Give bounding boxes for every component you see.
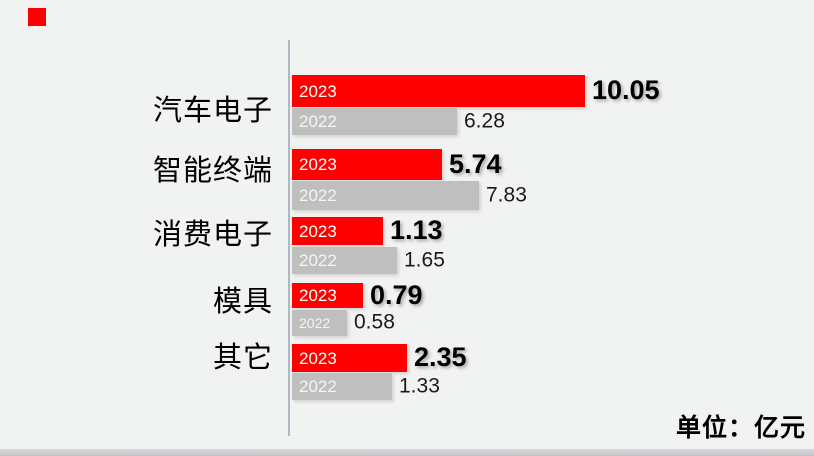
value-label: 6.28 xyxy=(464,109,505,133)
year-label: 2022 xyxy=(299,251,337,270)
value-label: 2.35 xyxy=(414,341,467,372)
bar-2022: 2022 xyxy=(292,373,392,400)
category-label: 消费电子 xyxy=(152,219,273,251)
value-label: 1.65 xyxy=(404,248,445,272)
category-label: 汽车电子 xyxy=(152,95,273,127)
axis-baseline xyxy=(288,40,290,436)
category-label: 智能终端 xyxy=(152,155,273,187)
year-label: 2022 xyxy=(299,186,337,205)
bar-2022: 2022 xyxy=(292,181,479,210)
category-label: 模具 xyxy=(212,286,273,318)
bar-2022: 2022 xyxy=(292,247,397,274)
bar-2022: 2022 xyxy=(292,108,457,135)
year-label: 2023 xyxy=(299,81,337,101)
year-label: 2023 xyxy=(299,155,337,174)
bar-2023: 2023 xyxy=(292,149,442,180)
value-label: 5.74 xyxy=(449,148,502,179)
year-label: 2022 xyxy=(299,112,337,131)
value-label: 1.33 xyxy=(399,374,440,398)
value-label: 0.79 xyxy=(370,279,423,310)
bar-2023: 2023 xyxy=(292,283,363,308)
value-label: 1.13 xyxy=(390,214,443,245)
value-label: 7.83 xyxy=(486,183,527,207)
year-label: 2022 xyxy=(299,377,337,396)
year-label: 2023 xyxy=(299,286,337,305)
bottom-edge-strip xyxy=(0,449,814,456)
bar-2023: 2023 xyxy=(292,344,407,372)
decorative-red-square xyxy=(28,8,46,26)
year-label: 2022 xyxy=(299,315,331,331)
year-label: 2023 xyxy=(299,221,337,241)
value-label: 10.05 xyxy=(592,74,660,105)
bar-2023: 2023 xyxy=(292,75,585,107)
year-label: 2023 xyxy=(299,348,337,368)
bar-2023: 2023 xyxy=(292,217,383,245)
bar-2022: 2022 xyxy=(292,310,347,336)
unit-label: 单位：亿元 xyxy=(675,414,806,442)
value-label: 0.58 xyxy=(354,310,395,334)
category-label: 其它 xyxy=(212,342,273,374)
